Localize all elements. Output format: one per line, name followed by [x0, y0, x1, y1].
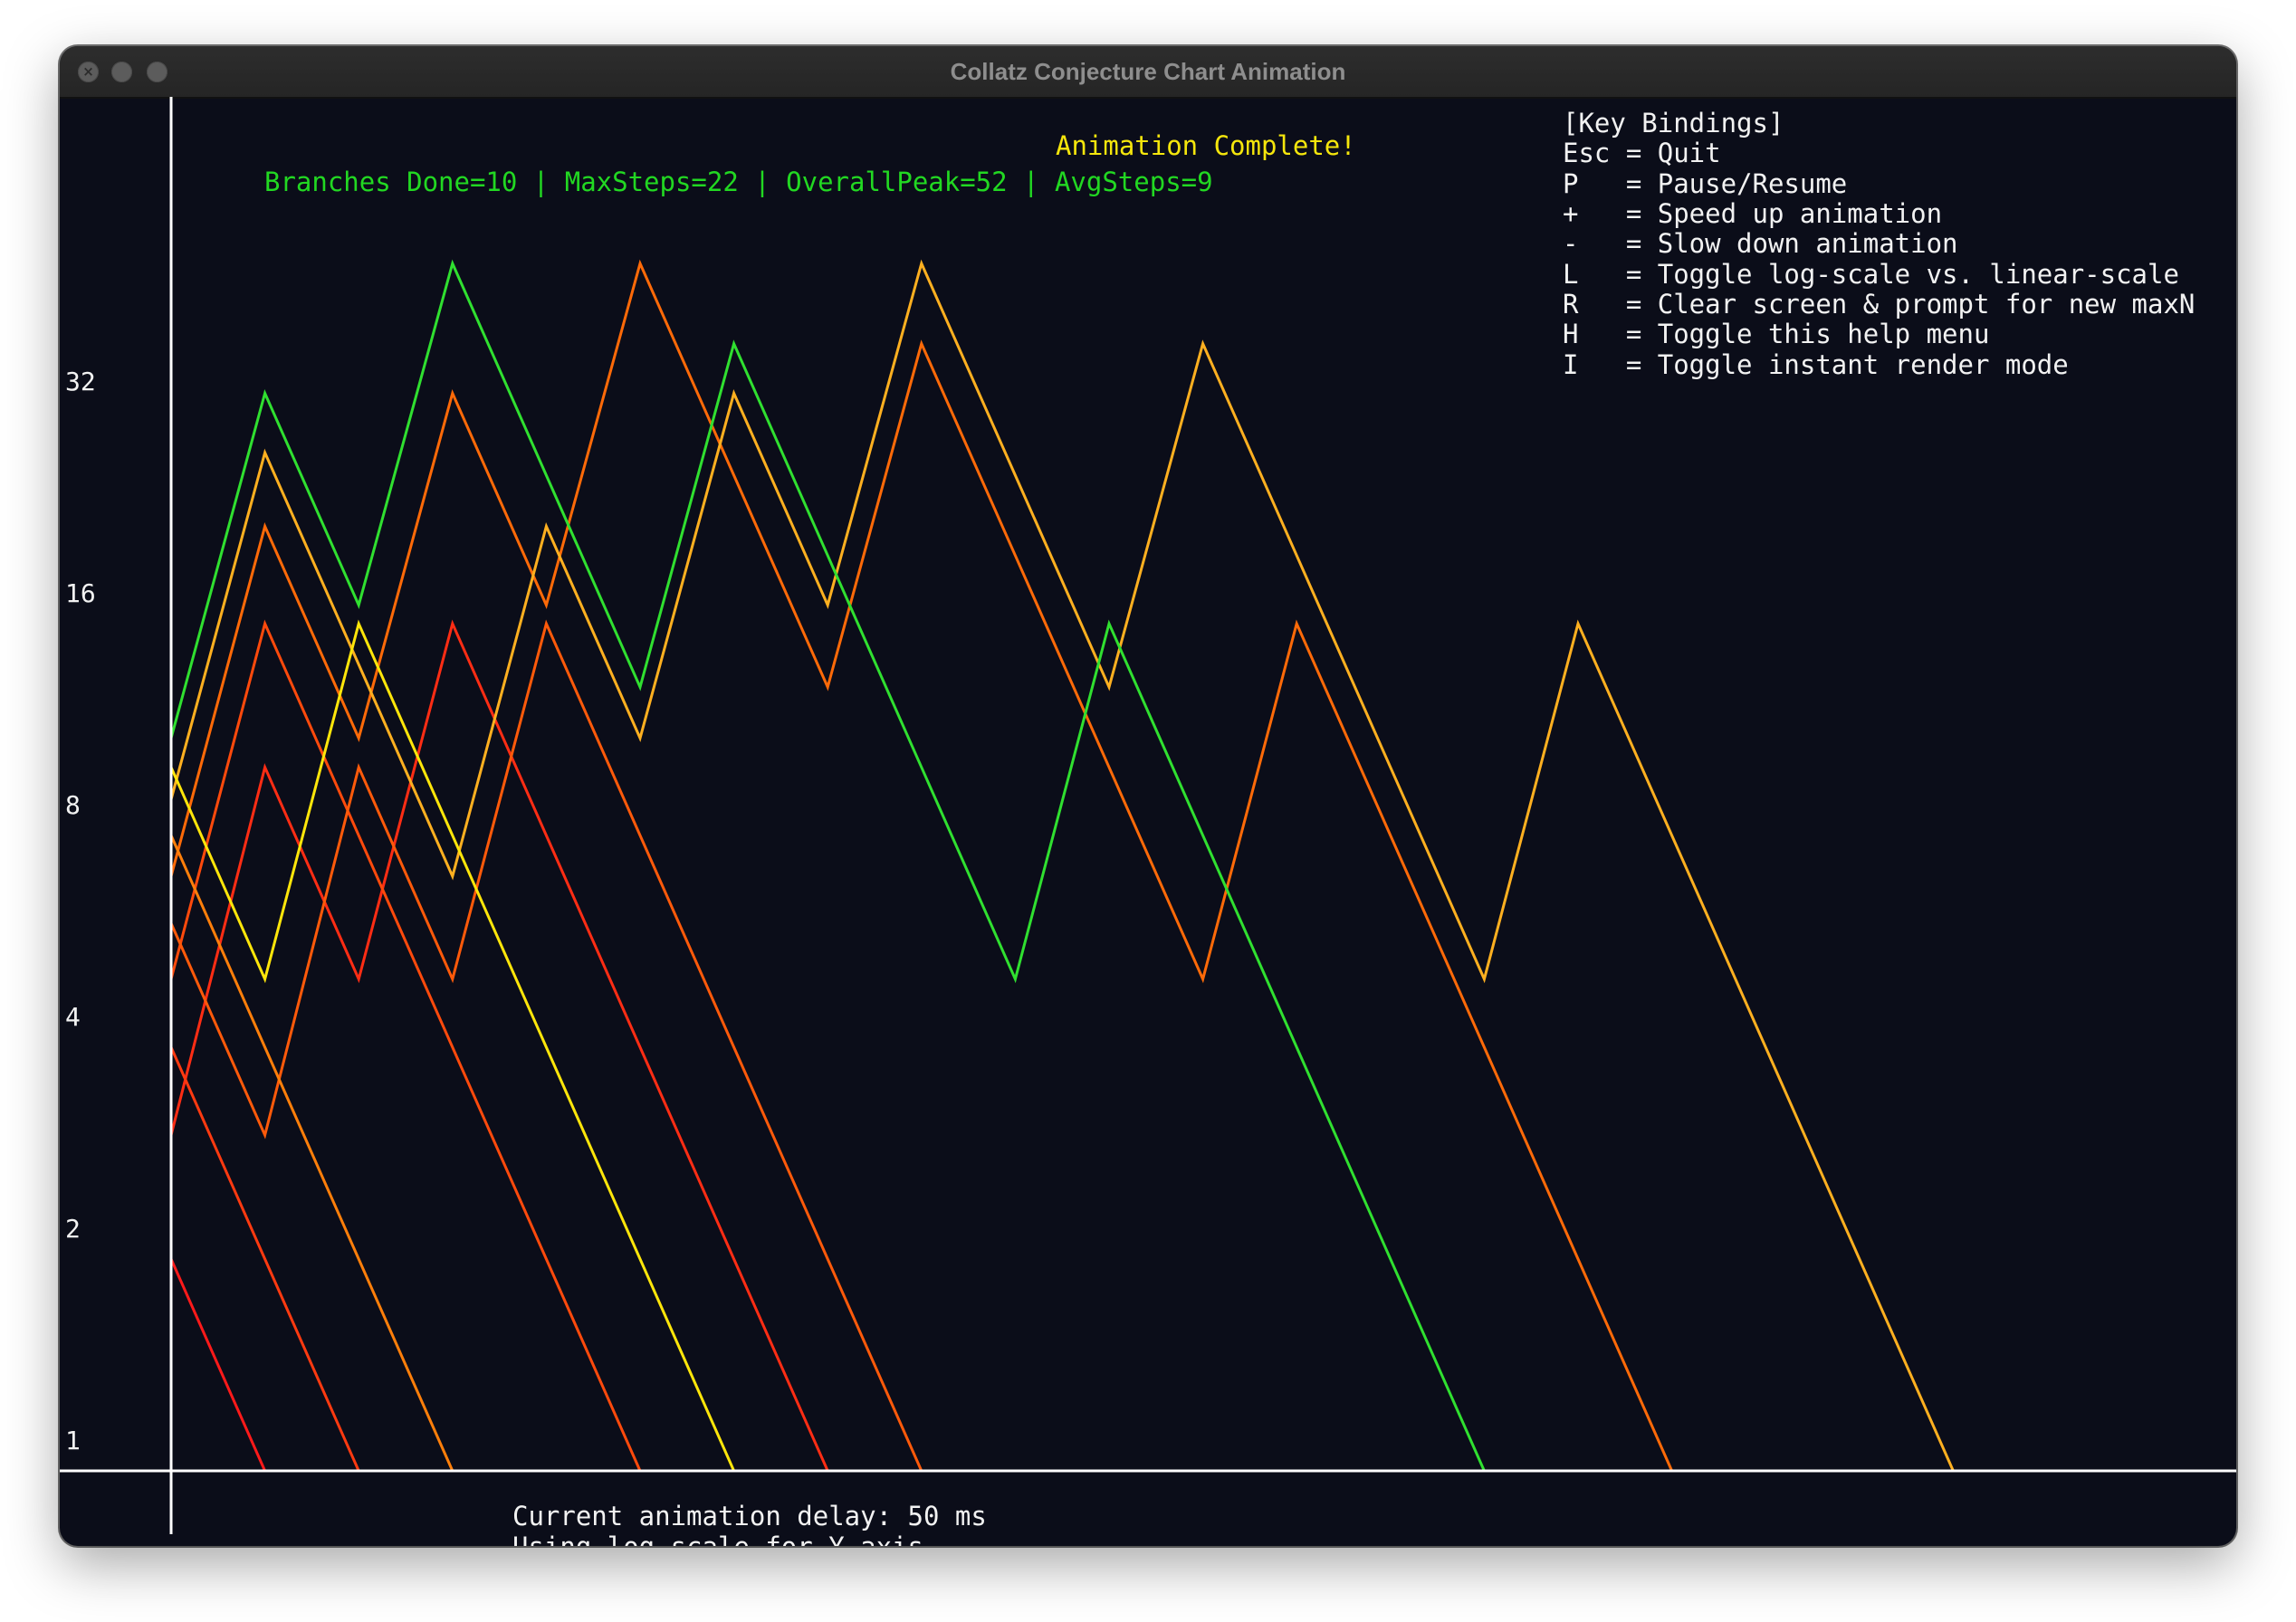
stats-line: Branches Done=10 | MaxSteps=22 | Overall… [264, 167, 1213, 197]
help-item-pause: P = Pause/Resume [1563, 168, 1847, 199]
help-item-log-scale: L = Toggle log-scale vs. linear-scale [1563, 259, 2179, 290]
series-layer [169, 259, 1955, 1472]
app-window: × Collatz Conjecture Chart Animation 1 2 4… [60, 46, 2236, 1546]
close-icon: × [82, 63, 94, 80]
y-tick-labels: 1 2 4 8 16 32 [65, 367, 96, 1455]
collatz-series-7 [169, 259, 1673, 1472]
scale-status: Using log-scale for Y-axis. [512, 1531, 939, 1546]
help-item-quit: Esc = Quit [1563, 138, 1721, 168]
y-tick-label: 16 [65, 578, 96, 608]
collatz-series-11 [169, 259, 1486, 1472]
title-bar[interactable]: × Collatz Conjecture Chart Animation [60, 46, 2236, 99]
completion-message: Animation Complete! [1056, 130, 1356, 161]
y-tick-label: 4 [65, 1002, 81, 1032]
chart-canvas: 1 2 4 8 16 32 Animation Complete! Branches Do… [60, 97, 2236, 1546]
y-tick-label: 2 [65, 1214, 81, 1244]
y-tick-label: 32 [65, 367, 96, 396]
zoom-button[interactable] [147, 62, 167, 82]
collatz-series-2 [169, 1258, 266, 1472]
help-menu: [Key Bindings] Esc = Quit P = Pause/Resu… [1563, 108, 2195, 380]
help-item-instant-render: I = Toggle instant render mode [1563, 349, 2069, 380]
collatz-series-9 [169, 259, 1955, 1472]
help-item-reset: R = Clear screen & prompt for new maxN [1563, 289, 2195, 320]
collatz-series-6 [169, 619, 923, 1472]
help-item-speed-up: + = Speed up animation [1563, 198, 1942, 229]
help-item-slow-down: - = Slow down animation [1563, 228, 1958, 259]
collatz-series-8 [169, 835, 454, 1472]
collatz-series-5 [169, 619, 642, 1472]
y-tick-label: 8 [65, 790, 81, 820]
help-title: [Key Bindings] [1563, 108, 1784, 138]
window-title: Collatz Conjecture Chart Animation [950, 58, 1346, 85]
minimize-button[interactable] [111, 62, 132, 82]
help-item-toggle-help: H = Toggle this help menu [1563, 319, 1989, 349]
collatz-series-4 [169, 1046, 360, 1472]
delay-status: Current animation delay: 50 ms [512, 1501, 987, 1531]
close-button[interactable]: × [78, 62, 99, 82]
collatz-series-3 [169, 619, 829, 1472]
collatz-series-10 [169, 619, 735, 1472]
y-tick-label: 1 [65, 1426, 81, 1455]
